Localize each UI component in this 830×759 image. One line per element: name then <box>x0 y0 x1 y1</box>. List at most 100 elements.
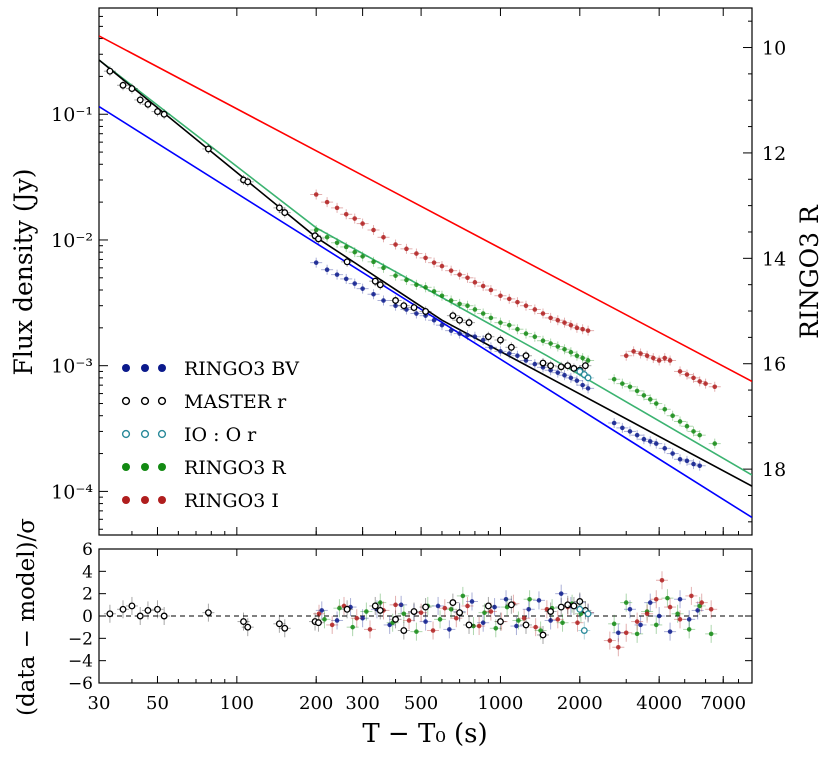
data-point-open <box>484 602 492 610</box>
data-point-open <box>244 623 252 631</box>
right-tick-label: 10 <box>762 38 786 60</box>
data-point <box>488 287 494 293</box>
data-point-open <box>522 352 530 360</box>
legend-marker <box>121 429 131 439</box>
data-point <box>472 334 478 340</box>
data-point-open <box>204 609 212 617</box>
data-point-open <box>204 145 212 153</box>
data-point <box>343 212 349 217</box>
data-point <box>515 353 520 359</box>
data-point <box>585 386 591 391</box>
data-point <box>562 346 567 352</box>
main-right-axis-title: RINGO3 R <box>795 204 824 339</box>
data-point <box>627 384 633 390</box>
data-point <box>677 419 683 424</box>
y-tick-label: 10⁻² <box>51 230 93 252</box>
data-point <box>677 617 683 622</box>
data-point <box>316 611 322 617</box>
data-point-open <box>160 110 168 118</box>
data-point <box>431 260 437 265</box>
data-point <box>684 372 690 377</box>
residual-y-tick-label: −2 <box>68 629 93 649</box>
data-point <box>465 603 470 609</box>
x-tick-label: 7000 <box>700 693 746 714</box>
data-point-open <box>422 603 430 611</box>
legend-marker <box>158 496 166 504</box>
data-point <box>526 607 532 612</box>
data-point-open <box>422 308 430 315</box>
data-point <box>641 436 647 442</box>
data-point <box>404 277 409 283</box>
data-point-open <box>580 627 588 634</box>
data-point-open <box>240 618 247 626</box>
data-point <box>611 420 617 426</box>
x-tick-label: 1000 <box>478 693 524 714</box>
x-tick-label: 100 <box>220 693 254 714</box>
data-point-open <box>507 601 515 609</box>
data-point <box>670 413 675 419</box>
residual-y-ticks: −6−4 −202 46 <box>68 540 752 694</box>
data-point <box>656 358 662 363</box>
x-tick-label: 50 <box>146 693 169 714</box>
data-point-open <box>315 235 322 243</box>
data-point <box>634 619 640 624</box>
data-point <box>697 603 703 609</box>
data-point <box>638 351 643 356</box>
data-point <box>533 624 538 630</box>
data-point <box>677 369 683 374</box>
data-point <box>360 615 365 621</box>
legend-marker <box>122 364 130 372</box>
data-point-open <box>449 312 457 320</box>
data-point <box>580 382 585 388</box>
x-tick-label: 200 <box>299 693 333 714</box>
data-point-open <box>410 608 418 615</box>
legend-marker <box>140 396 150 406</box>
data-point <box>659 577 665 583</box>
data-point <box>548 341 553 346</box>
data-point <box>708 631 714 637</box>
data-point <box>480 283 486 289</box>
data-point-open <box>584 610 592 618</box>
data-point <box>653 622 659 628</box>
residual-y-tick-label: −4 <box>68 652 93 672</box>
data-point <box>650 355 656 361</box>
data-point-open <box>106 610 114 618</box>
legend-marker <box>158 463 166 471</box>
model-line <box>99 59 752 476</box>
data-point <box>611 376 617 382</box>
data-point <box>506 351 512 356</box>
legend-marker <box>140 429 150 439</box>
data-point <box>423 285 428 290</box>
legend-marker <box>141 364 149 372</box>
data-point <box>465 303 470 308</box>
legend-marker <box>121 396 131 406</box>
data-point <box>634 388 640 394</box>
data-point <box>398 602 404 608</box>
data-point <box>675 611 680 617</box>
data-point <box>334 240 340 246</box>
data-point-open <box>128 85 136 93</box>
data-point <box>343 276 349 282</box>
data-point-open <box>343 258 351 266</box>
model-line <box>99 59 752 487</box>
data-point <box>555 370 561 375</box>
data-point <box>488 609 494 614</box>
x-tick-label: 500 <box>404 693 438 714</box>
legend-label: RINGO3 R <box>184 457 286 479</box>
data-point <box>313 192 319 197</box>
data-point <box>469 599 475 604</box>
data-point <box>431 289 437 294</box>
data-point-open <box>576 605 584 613</box>
data-point <box>523 331 529 336</box>
data-point <box>514 623 519 629</box>
data-point <box>634 432 640 438</box>
data-point <box>574 353 580 359</box>
residual-y-axis-title: (data − model)/σ <box>14 518 40 716</box>
data-point <box>568 322 574 328</box>
right-tick-label: 18 <box>762 459 786 481</box>
data-point-open <box>400 627 408 634</box>
data-point <box>482 610 487 615</box>
data-point <box>430 628 436 633</box>
data-point-open <box>371 277 379 285</box>
data-point <box>555 344 561 349</box>
